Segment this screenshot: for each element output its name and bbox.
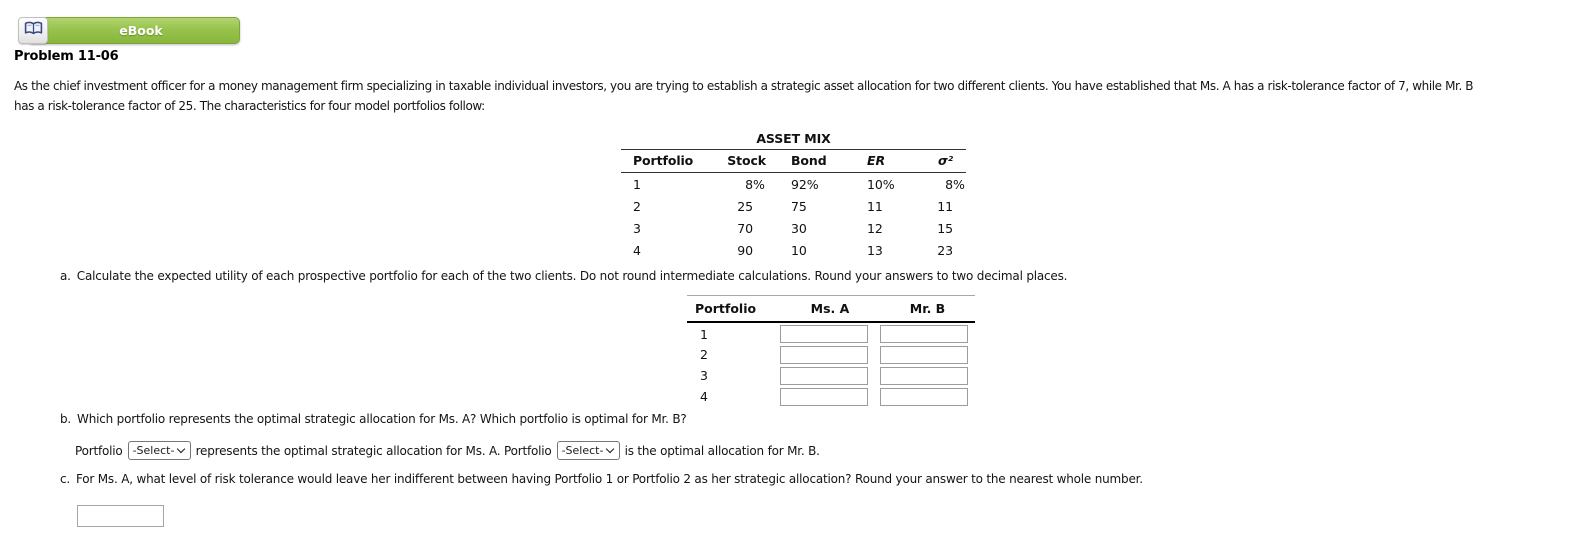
ebook-button-body: eBook: [28, 17, 240, 44]
part-a-header-row: Portfolio Ms. A Mr. B: [687, 295, 975, 323]
asset-mix-row-4: 4 90 10 13 23: [633, 243, 953, 258]
asset-mix-table: ASSET MIX Portfolio Stock Bond ER σ² 1 8…: [621, 131, 966, 261]
col-portfolio: Portfolio: [687, 295, 780, 323]
ms-a-portfolio-1-input[interactable]: [780, 325, 868, 343]
part-a-answer-table: Portfolio Ms. A Mr. B 1 2 3: [687, 295, 975, 406]
ebook-button-label: eBook: [119, 23, 163, 38]
col-ms-a: Ms. A: [780, 295, 880, 323]
col-bond: Bond: [766, 150, 836, 173]
part-b-answer-line: Portfolio -Select- represents the optima…: [75, 440, 820, 461]
mr-b-portfolio-3-input[interactable]: [880, 366, 968, 385]
ms-a-portfolio-3-input[interactable]: [780, 366, 868, 385]
problem-statement: As the chief investment officer for a mo…: [14, 76, 1474, 116]
part-a-row-3: 3: [687, 364, 975, 385]
col-stock: Stock: [726, 150, 766, 173]
mr-b-portfolio-1-input[interactable]: [880, 325, 968, 343]
problem-statement-line2: has a risk-tolerance factor of 25. The c…: [14, 99, 485, 113]
risk-tolerance-input[interactable]: [77, 505, 164, 527]
mr-b-portfolio-4-input[interactable]: [880, 387, 968, 406]
part-b-suffix-text: is the optimal allocation for Mr. B.: [624, 443, 820, 458]
ms-a-portfolio-4-input[interactable]: [780, 387, 868, 406]
ebook-icon-tab: [18, 17, 48, 44]
part-b-prefix-text: Portfolio: [75, 443, 123, 458]
page-title: Problem 11-06: [14, 49, 119, 64]
part-a-row-2: 2: [687, 343, 975, 364]
part-a-row-4: 4: [687, 385, 975, 406]
col-er: ER: [836, 150, 906, 173]
part-a-question: a. Calculate the expected utility of each…: [60, 269, 1068, 283]
asset-mix-row-2: 2 25 75 11 11: [633, 199, 953, 214]
ms-a-optimal-portfolio-select[interactable]: -Select-: [127, 441, 191, 460]
part-c-question: c. For Ms. A, what level of risk toleranc…: [60, 472, 1143, 486]
asset-mix-row-1: 1 8% 92% 10% 8%: [633, 177, 965, 192]
open-book-icon: [24, 21, 43, 40]
col-mr-b: Mr. B: [880, 295, 975, 323]
col-portfolio: Portfolio: [621, 150, 726, 173]
asset-mix-title: ASSET MIX: [621, 131, 966, 150]
asset-mix-header-row: Portfolio Stock Bond ER σ²: [621, 150, 966, 173]
asset-mix-row-3: 3 70 30 12 15: [633, 221, 953, 236]
part-b-question: b. Which portfolio represents the optimal…: [60, 412, 687, 426]
part-a-row-1: 1: [687, 322, 975, 343]
ebook-button[interactable]: eBook: [18, 17, 240, 44]
col-sigma-squared: σ²: [906, 150, 966, 173]
mr-b-optimal-portfolio-select[interactable]: -Select-: [556, 441, 620, 460]
mr-b-portfolio-2-input[interactable]: [880, 345, 968, 364]
part-b-middle-text: represents the optimal strategic allocat…: [195, 443, 552, 458]
ms-a-portfolio-2-input[interactable]: [780, 345, 868, 364]
problem-statement-line1: As the chief investment officer for a mo…: [14, 79, 1474, 93]
